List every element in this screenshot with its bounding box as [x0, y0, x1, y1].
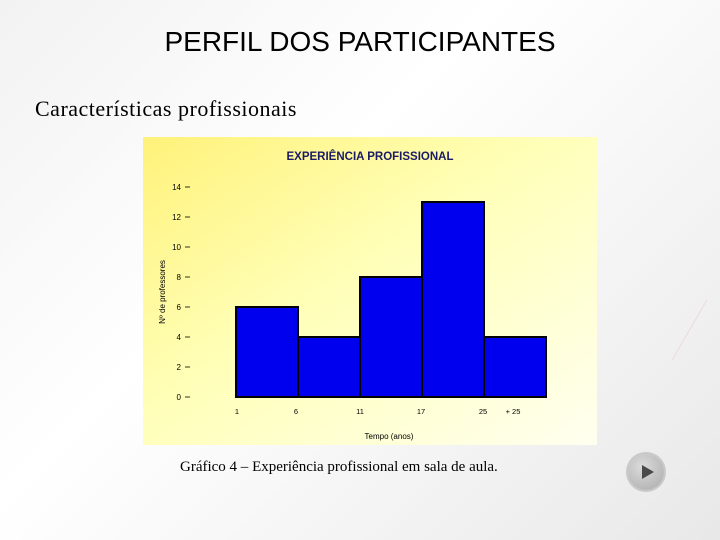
x-tick-label: 17 [417, 407, 425, 416]
y-tick-label: 4 [177, 333, 182, 342]
y-tick-label: 6 [177, 303, 182, 312]
y-tick-label: 12 [172, 213, 181, 222]
background-decoration [671, 300, 720, 360]
play-next-icon [642, 465, 654, 479]
histogram-bar [483, 336, 547, 398]
x-tick-label: 1 [235, 407, 239, 416]
x-tick-label: 6 [294, 407, 298, 416]
x-tick-label: + 25 [506, 407, 521, 416]
x-axis-label: Tempo (anos) [365, 432, 414, 441]
y-tick-label: 8 [177, 273, 182, 282]
x-tick-label: 11 [356, 407, 364, 416]
y-tick-label: 0 [177, 393, 182, 402]
y-tick-label: 14 [172, 183, 181, 192]
chart-title: EXPERIÊNCIA PROFISSIONAL [287, 150, 454, 163]
histogram-bar [421, 201, 485, 398]
histogram-bar [297, 336, 361, 398]
y-tick-label: 2 [177, 363, 182, 372]
next-slide-button[interactable] [628, 454, 664, 490]
slide-subtitle: Características profissionais [35, 96, 297, 121]
chart-caption: Gráfico 4 – Experiência profissional em … [180, 459, 498, 476]
y-tick-label: 10 [172, 243, 181, 252]
caption-prefix: Gráfico 4 – [180, 459, 249, 475]
y-axis-label: Nº de professores [158, 260, 167, 324]
caption-text: Experiência profissional em sala de aula… [248, 459, 498, 475]
histogram-bar [235, 306, 299, 398]
slide-title: PERFIL DOS PARTICIPANTES [164, 26, 556, 57]
histogram-bar [359, 276, 423, 398]
x-tick-label: 25 [479, 407, 487, 416]
